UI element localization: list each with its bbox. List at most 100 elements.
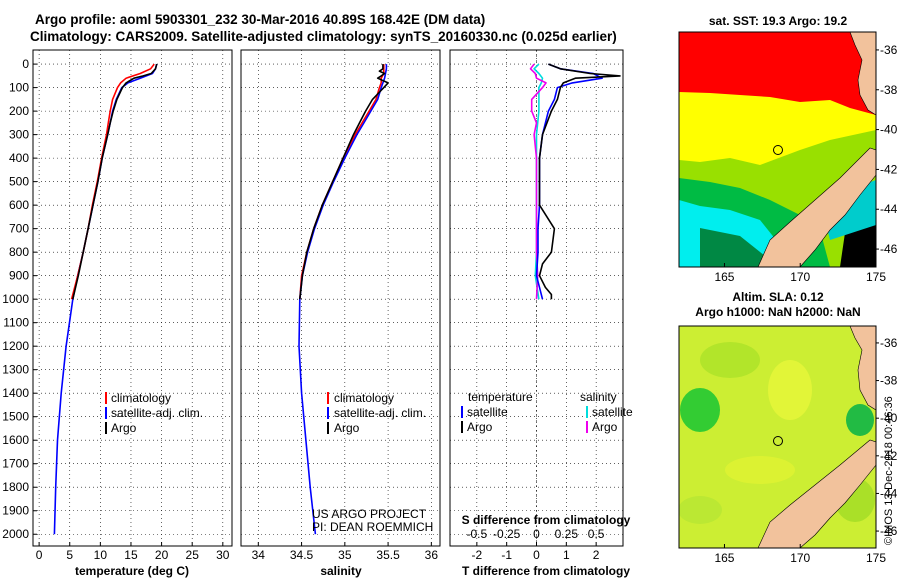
north-island-land — [849, 32, 876, 116]
sst-map: sat. SST: 19.3 Argo: 19.2 165 170 175 -36 -3… — [678, 14, 898, 284]
x-tick-label: 34.5 — [290, 548, 314, 562]
s-tick-label: -0.5 — [467, 527, 488, 541]
figure-title-line2: Climatology: CARS2009. Satellite-adjuste… — [30, 29, 617, 44]
sla-map-title1: Altim. SLA: 0.12 — [732, 290, 824, 304]
temperature-panel: 0100200300400500600700800900100011001200… — [2, 49, 233, 578]
lon-tick-label: 170 — [790, 551, 810, 565]
depth-tick-label: 900 — [9, 269, 29, 283]
lat-tick-label: -38 — [880, 83, 898, 97]
depth-tick-label: 1800 — [2, 480, 29, 494]
s-difference-axis-label: S difference from climatology — [462, 513, 631, 527]
legend-t-satellite-label: satellite — [467, 405, 508, 419]
argo-temperature-diff-line — [538, 63, 621, 300]
sla-map-title2: Argo h1000: NaN h2000: NaN — [695, 305, 860, 319]
depth-tick-label: 200 — [9, 104, 29, 118]
depth-tick-label: 0 — [22, 57, 29, 71]
depth-tick-label: 300 — [9, 128, 29, 142]
lat-tick-label: -44 — [880, 202, 898, 216]
sst-hot-region — [679, 32, 876, 115]
depth-tick-label: 1600 — [2, 433, 29, 447]
depth-tick-label: 1000 — [2, 292, 29, 306]
depth-tick-label: 1500 — [2, 410, 29, 424]
lat-tick-label: -46 — [880, 242, 898, 256]
watermark: ©IMOS 13-Dec-2018 00:46:36 — [883, 396, 895, 545]
sla-blob — [846, 404, 874, 436]
legend-salinity-header: salinity — [580, 390, 617, 404]
legend-temperature-header: temperature — [468, 390, 533, 404]
x-tick-label: 5 — [66, 548, 73, 562]
lon-tick-label: 175 — [866, 270, 886, 284]
x-tick-label: 34 — [252, 548, 266, 562]
salinity-axis-ticks: 34 34.5 35 35.5 36 — [252, 542, 439, 562]
legend-argo-label: Argo — [334, 421, 360, 435]
x-tick-label: 35 — [338, 548, 352, 562]
lat-tick-label: -42 — [880, 162, 898, 176]
figure-title-line1: Argo profile: aoml 5903301_232 30-Mar-20… — [35, 12, 485, 27]
lat-tick-label: -40 — [880, 123, 898, 137]
temperature-axis-ticks: 0 5 10 15 20 25 30 — [36, 542, 230, 562]
x-tick-label: 1 — [563, 548, 570, 562]
depth-tick-label: 400 — [9, 151, 29, 165]
lon-tick-label: 170 — [790, 270, 810, 284]
depth-tick-label: 1100 — [3, 316, 29, 330]
legend-satellite-label: satellite-adj. clim. — [334, 406, 426, 420]
s-tick-label: 0.5 — [588, 527, 605, 541]
legend-satellite-swatch — [327, 407, 329, 419]
temperature-legend: climatology satellite-adj. clim. Argo — [105, 391, 203, 435]
legend-argo-swatch — [327, 422, 329, 434]
argo-temperature-line — [72, 63, 158, 300]
sst-colder-region — [700, 228, 770, 267]
legend-t-argo-swatch — [461, 421, 463, 433]
salinity-panel-frame — [240, 49, 441, 547]
credit-line2: PI: DEAN ROEMMICH — [312, 520, 433, 534]
lat-tick-label: -36 — [880, 336, 898, 350]
legend-s-argo-swatch — [586, 421, 588, 433]
depth-tick-label: 800 — [9, 245, 29, 259]
argo-float-marker — [773, 436, 783, 446]
legend-t-satellite-swatch — [461, 406, 463, 418]
temperature-axis-label: temperature (deg C) — [75, 564, 189, 578]
salinity-grid — [241, 50, 440, 546]
x-tick-label: 36 — [425, 548, 439, 562]
depth-tick-label: 2000 — [2, 527, 29, 541]
difference-axis-ticks: -2 -1 0 1 2 -0.5 -0.25 0 0.25 0.5 — [467, 527, 605, 562]
difference-legend: temperature salinity satellite Argo sate… — [461, 390, 633, 434]
depth-tick-label: 1400 — [2, 386, 29, 400]
salinity-legend: climatology satellite-adj. clim. Argo — [327, 391, 426, 435]
lat-tick-label: -42 — [880, 449, 898, 463]
x-tick-label: 0 — [533, 548, 540, 562]
difference-profile-lines — [529, 63, 621, 300]
x-tick-label: 15 — [124, 548, 138, 562]
depth-tick-label: 1900 — [2, 504, 29, 518]
temperature-grid — [33, 50, 232, 546]
x-tick-label: -2 — [472, 548, 483, 562]
depth-tick-label: 1700 — [2, 457, 29, 471]
south-island-land — [757, 147, 876, 267]
sla-map-field — [679, 326, 876, 548]
sst-map-frame — [678, 31, 877, 268]
legend-s-argo-label: Argo — [592, 420, 618, 434]
depth-tick-label: 100 — [9, 81, 29, 95]
x-tick-label: -1 — [501, 548, 512, 562]
x-tick-label: 10 — [94, 548, 108, 562]
depth-axis-ticks: 0 100 200 300 400 500 600 700 800 900 1000 1100 1200… — [2, 57, 37, 541]
salinity-axis-label: salinity — [320, 564, 362, 578]
lon-tick-label: 165 — [714, 270, 734, 284]
south-island-land — [757, 439, 876, 548]
legend-satellite-swatch — [105, 407, 107, 419]
sla-blob — [768, 360, 812, 420]
x-tick-label: 0 — [36, 548, 43, 562]
argo-float-marker — [773, 145, 783, 155]
lat-tick-label: -36 — [880, 43, 898, 57]
legend-s-satellite-swatch — [586, 406, 588, 418]
depth-tick-label: 600 — [9, 198, 29, 212]
s-tick-label: 0 — [533, 527, 540, 541]
depth-tick-label: 1300 — [2, 363, 29, 377]
legend-climatology-label: climatology — [334, 391, 394, 405]
legend-argo-label: Argo — [111, 421, 137, 435]
legend-s-satellite-label: satellite — [592, 405, 633, 419]
lat-tick-label: -38 — [880, 374, 898, 388]
sst-map-ticks: 165 170 175 -36 -38 -40 -42 -44 -46 — [714, 43, 897, 284]
sla-map: Altim. SLA: 0.12 Argo h1000: NaN h2000: … — [678, 290, 898, 565]
north-island-land — [849, 326, 876, 411]
